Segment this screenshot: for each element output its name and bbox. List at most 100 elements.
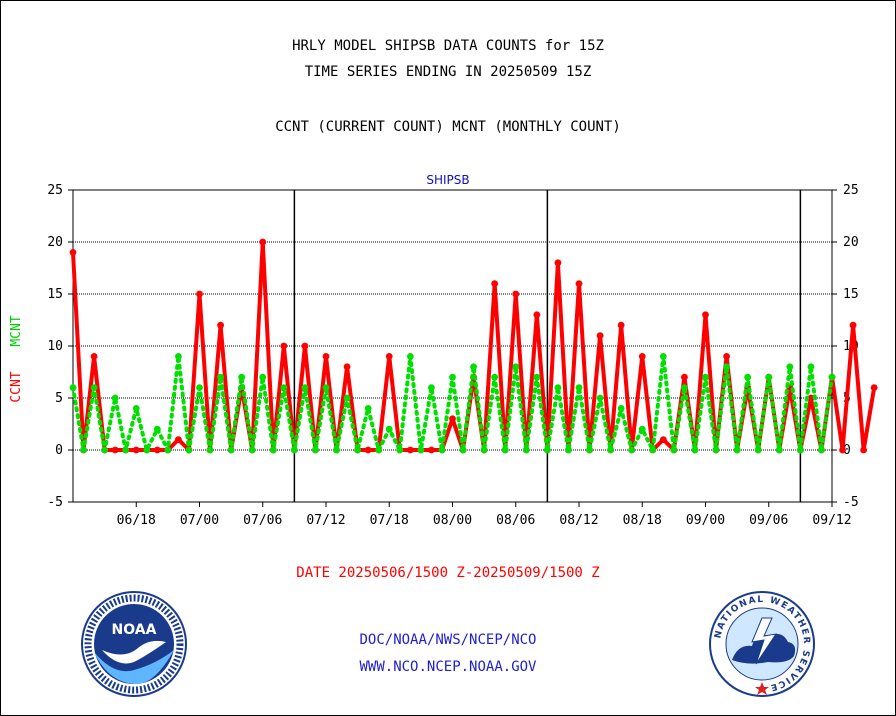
point-mcnt-1	[80, 446, 87, 454]
point-ccnt-62	[723, 353, 730, 360]
x-tick-label-09-12: 09/12	[812, 513, 851, 528]
point-mcnt-7	[143, 446, 151, 454]
point-ccnt-26	[343, 363, 351, 371]
point-ccnt-40	[491, 280, 499, 287]
point-ccnt-20	[280, 342, 288, 350]
point-mcnt-4	[111, 394, 119, 402]
x-tick-label-08-18: 08/18	[623, 513, 662, 528]
point-mcnt-32	[406, 353, 414, 360]
y-tick-label-left-25: 25	[47, 183, 63, 198]
point-ccnt-48	[575, 280, 583, 287]
point-ccnt-52	[617, 321, 625, 329]
point-mcnt-35	[438, 446, 446, 454]
y-tick-label-right-25: 25	[843, 183, 859, 198]
point-mcnt-45	[543, 446, 551, 454]
point-ccnt-50	[596, 332, 604, 339]
point-ccnt-10	[175, 436, 182, 443]
point-ccnt-74	[849, 321, 857, 329]
point-ccnt-0	[69, 249, 77, 256]
plot-title: SHIPSB	[426, 173, 469, 187]
y-tick-label-left-20: 20	[47, 235, 63, 250]
point-ccnt-58	[681, 373, 688, 381]
point-mcnt-42	[512, 363, 520, 371]
org-label: DOC/NOAA/NWS/NCEP/NCO	[359, 632, 537, 648]
point-ccnt-22	[301, 342, 309, 350]
y-axis-label-ccnt: CCNT	[9, 371, 24, 402]
point-mcnt-63	[733, 446, 741, 454]
point-mcnt-43	[522, 446, 530, 454]
point-mcnt-16	[238, 373, 246, 381]
point-mcnt-29	[375, 446, 383, 454]
point-mcnt-60	[702, 373, 709, 381]
point-mcnt-46	[554, 384, 562, 391]
noaa-logo-text: NOAA	[112, 622, 157, 638]
point-mcnt-25	[333, 446, 340, 454]
y-tick-label-left-15: 15	[47, 287, 63, 302]
point-mcnt-31	[396, 446, 404, 454]
point-ccnt-2	[90, 353, 98, 360]
point-ccnt-44	[533, 311, 541, 319]
y-tick-label-right-20: 20	[843, 235, 859, 250]
point-mcnt-52	[617, 405, 625, 412]
plot-border	[72, 189, 833, 503]
point-ccnt-60	[702, 311, 709, 319]
point-mcnt-10	[175, 353, 182, 360]
x-tick-label-07-00: 07/00	[180, 513, 219, 528]
chart-title-line2: TIME SERIES ENDING IN 20250509 15Z	[304, 64, 592, 80]
point-ccnt-4	[111, 446, 119, 454]
point-mcnt-9	[164, 446, 172, 454]
point-mcnt-37	[459, 446, 467, 454]
point-ccnt-24	[322, 353, 330, 360]
point-ccnt-30	[385, 353, 393, 360]
point-mcnt-72	[828, 373, 836, 381]
noaa-logo-icon: NOAA	[81, 591, 187, 697]
point-mcnt-23	[312, 446, 319, 454]
point-mcnt-66	[765, 373, 773, 381]
point-ccnt-14	[217, 321, 224, 329]
point-ccnt-73	[839, 446, 846, 454]
point-mcnt-61	[712, 446, 720, 454]
point-ccnt-36	[449, 415, 456, 423]
point-mcnt-57	[670, 446, 678, 454]
x-tick-label-09-06: 09/06	[749, 513, 788, 528]
point-mcnt-58	[681, 384, 688, 391]
point-mcnt-62	[723, 363, 730, 371]
x-tick-label-07-06: 07/06	[243, 513, 282, 528]
point-mcnt-48	[575, 384, 583, 391]
point-mcnt-19	[269, 446, 277, 454]
point-mcnt-0	[69, 384, 77, 391]
point-mcnt-26	[343, 394, 351, 402]
point-mcnt-49	[586, 446, 593, 454]
website-link[interactable]: WWW.NCO.NCEP.NOAA.GOV	[359, 659, 537, 675]
point-ccnt-76	[870, 384, 878, 391]
date-range-label: DATE 20250506/1500 Z-20250509/1500 Z	[296, 565, 600, 581]
point-mcnt-13	[206, 446, 214, 454]
chart-title-line3: CCNT (CURRENT COUNT) MCNT (MONTHLY COUNT…	[275, 119, 621, 135]
point-mcnt-33	[417, 446, 425, 454]
point-mcnt-56	[659, 353, 667, 360]
point-mcnt-41	[501, 446, 509, 454]
point-mcnt-5	[122, 446, 130, 454]
y-axis-label-mcnt: MCNT	[9, 315, 24, 346]
y-tick-label-right--5: -5	[843, 495, 859, 510]
point-mcnt-40	[491, 373, 499, 381]
point-ccnt-70	[807, 394, 815, 402]
x-tick-label-06-18: 06/18	[117, 513, 156, 528]
point-mcnt-6	[132, 405, 140, 412]
x-tick-label-08-00: 08/00	[433, 513, 472, 528]
point-mcnt-55	[649, 446, 657, 454]
point-mcnt-8	[153, 425, 161, 433]
point-mcnt-3	[101, 446, 109, 454]
y-tick-label-right-15: 15	[843, 287, 859, 302]
point-mcnt-12	[196, 384, 203, 391]
point-mcnt-21	[290, 446, 298, 454]
point-mcnt-69	[796, 446, 804, 454]
point-mcnt-20	[280, 384, 288, 391]
series-layer	[69, 238, 878, 454]
point-mcnt-2	[90, 384, 98, 391]
x-tick-label-07-12: 07/12	[306, 513, 345, 528]
point-ccnt-54	[638, 353, 646, 360]
y-tick-label-left--5: -5	[47, 495, 63, 510]
x-tick-label-08-12: 08/12	[559, 513, 598, 528]
